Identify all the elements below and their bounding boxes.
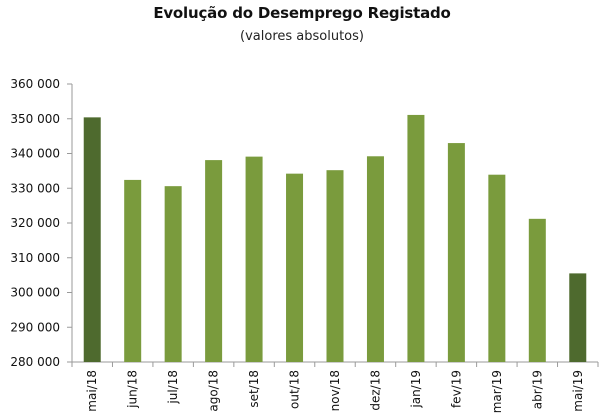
x-tick-label: mai/19 bbox=[571, 370, 585, 412]
x-tick-label: set/18 bbox=[247, 370, 261, 408]
x-tick-label: jul/18 bbox=[166, 370, 180, 405]
y-tick-label: 290 000 bbox=[10, 320, 60, 334]
y-tick-label: 320 000 bbox=[10, 216, 60, 230]
y-tick-label: 360 000 bbox=[10, 77, 60, 91]
bar-out-18 bbox=[286, 173, 304, 362]
bar-jan-19 bbox=[407, 114, 425, 363]
bar-set-18 bbox=[245, 156, 263, 362]
bar-fev-19 bbox=[447, 143, 465, 362]
x-tick-label: abr/19 bbox=[530, 370, 544, 409]
bar-jun-18 bbox=[124, 179, 142, 362]
bar-mar-19 bbox=[488, 174, 506, 362]
x-tick-label: jan/19 bbox=[409, 370, 423, 409]
x-tick-label: mar/19 bbox=[490, 370, 504, 413]
y-tick-label: 280 000 bbox=[10, 355, 60, 369]
x-tick-label: nov/18 bbox=[328, 370, 342, 411]
x-tick-label: mai/18 bbox=[85, 370, 99, 412]
x-tick-label: fev/19 bbox=[449, 370, 463, 408]
y-tick-label: 310 000 bbox=[10, 251, 60, 265]
bar-dez-18 bbox=[366, 156, 384, 362]
chart-title: Evolução do Desemprego Registado bbox=[153, 4, 451, 22]
x-tick-label: out/18 bbox=[288, 370, 302, 409]
x-tick-label: dez/18 bbox=[368, 370, 382, 411]
y-tick-label: 340 000 bbox=[10, 147, 60, 161]
x-tick-label: ago/18 bbox=[207, 370, 221, 412]
bar-mai-18 bbox=[83, 117, 101, 362]
y-tick-label: 350 000 bbox=[10, 112, 60, 126]
bar-jul-18 bbox=[164, 186, 182, 362]
bar-mai-19 bbox=[569, 273, 587, 362]
bar-nov-18 bbox=[326, 170, 344, 362]
chart-subtitle: (valores absolutos) bbox=[240, 29, 364, 44]
y-tick-label: 300 000 bbox=[10, 286, 60, 300]
y-tick-label: 330 000 bbox=[10, 181, 60, 195]
bar-abr-19 bbox=[528, 218, 546, 362]
bar-ago-18 bbox=[205, 160, 223, 362]
x-tick-label: jun/18 bbox=[126, 370, 140, 409]
